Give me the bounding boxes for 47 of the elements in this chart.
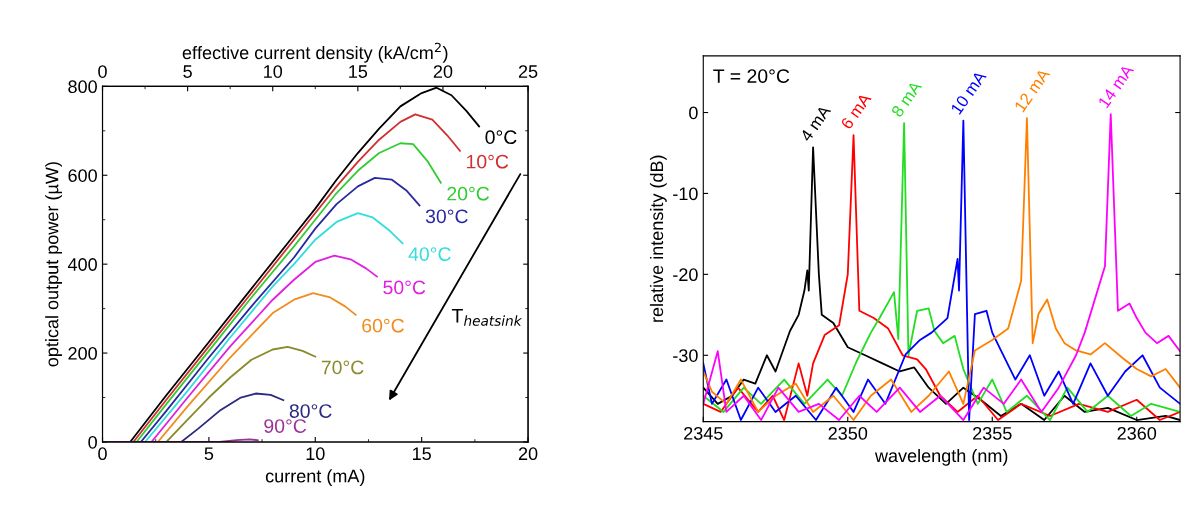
y-tick-label: 800 (68, 80, 97, 94)
series-label: 90°C (264, 419, 307, 433)
x-tick-label: 2345 (684, 426, 723, 440)
y-tick-label: 400 (67, 258, 97, 271)
x-tick-label: 2360 (1117, 426, 1157, 440)
x-axis-title: wavelength (nm) (874, 448, 1008, 466)
series-label: 60°C (362, 318, 404, 333)
text: 8 mA (890, 79, 923, 118)
series-label: 20°C (447, 186, 490, 201)
y-axis-title: relative intensity (dB) (649, 155, 667, 322)
y-tick-label: 0 (88, 435, 97, 449)
series-label: 50°C (383, 280, 426, 295)
text: 6 mA (840, 91, 872, 130)
legend-label: 0°C (485, 130, 517, 145)
x2-tick-label: 0 (98, 65, 107, 78)
y-tick-label: -10 (673, 187, 698, 201)
x2-tick-label: 10 (264, 65, 283, 78)
x-tick-label: 15 (413, 447, 431, 461)
x2-tick-label: 25 (518, 65, 538, 78)
x2-tick-label: 5 (183, 65, 192, 78)
y-tick-label: 600 (68, 169, 97, 182)
x-tick-label: 20 (518, 447, 538, 461)
y-tick-label: 200 (68, 346, 97, 360)
annotation: T = 20°C (713, 69, 790, 83)
x-tick-label: 10 (306, 447, 325, 461)
annotation: T$_{heatsink}$ (451, 309, 523, 326)
x-axis-title: current (mA) (265, 469, 365, 487)
series-label: 10°C (467, 154, 509, 169)
series-label: 70°C (321, 360, 364, 375)
x2-axis-title: effective current density (kA/cm$^{2}$) (182, 42, 448, 63)
text: 12 mA (1013, 67, 1051, 113)
x-tick-label: 2350 (828, 426, 868, 440)
y-tick-label: 0 (689, 106, 698, 120)
series-label: 80°C (289, 404, 332, 418)
x-tick-label: 0 (98, 447, 107, 461)
x2-tick-label: 15 (349, 65, 368, 78)
series-label: 40°C (408, 247, 451, 261)
x2-tick-label: 20 (433, 65, 453, 78)
y-axis-title: optical output power (µW) (45, 162, 62, 367)
text: 4 mA (799, 104, 832, 143)
text: 10 mA (950, 69, 987, 115)
x-tick-label: 5 (204, 447, 214, 461)
text: 14 mA (1097, 63, 1135, 109)
y-tick-label: -30 (673, 349, 698, 363)
x-tick-label: 2355 (973, 426, 1012, 440)
series-label: 30°C (425, 209, 468, 224)
y-tick-label: -20 (673, 268, 698, 282)
